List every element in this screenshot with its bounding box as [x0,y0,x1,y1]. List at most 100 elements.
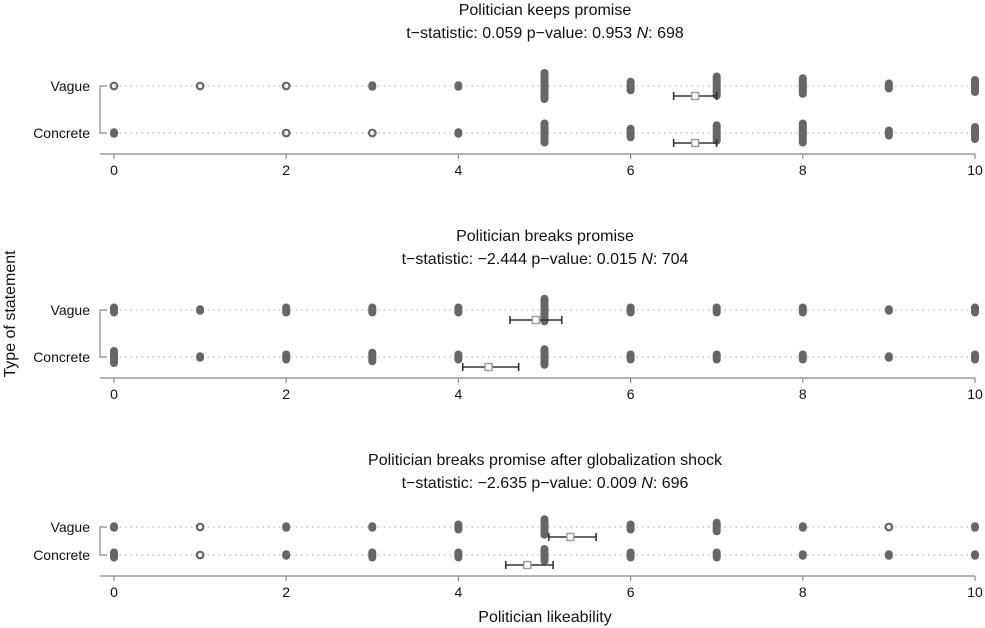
observation-dot [367,128,377,138]
observation-dot [110,522,118,532]
observation-dot [712,518,721,536]
y-axis-bracket [99,526,107,556]
mean-marker [484,362,493,372]
x-tick-label: 10 [967,162,983,178]
mean-marker [690,138,700,148]
mean-marker [531,315,541,325]
category-label: Vague [51,519,91,535]
y-axis-bracket [99,309,107,358]
observation-dot [282,550,291,560]
x-tick-label: 8 [799,162,807,178]
panel-stats: t−statistic: −2.635 p−value: 0.009 N: 69… [402,475,689,492]
observation-dot [626,124,635,142]
observation-dot [540,345,549,369]
observation-dot [971,123,979,143]
x-tick-label: 8 [799,584,807,600]
observation-dot [282,350,291,364]
observation-dot [454,520,463,534]
observation-dot [540,515,549,539]
panel-2: Politician breaks promise t−statistic: −2… [33,228,983,402]
panel-3: Politician breaks promise after globaliz… [33,452,983,600]
x-tick-label: 10 [967,386,983,402]
category-label: Concrete [33,547,90,563]
x-tick-label: 0 [110,162,118,178]
observation-dot [195,550,205,560]
observation-dot [196,305,205,315]
observation-dot [281,128,291,138]
observation-dot [626,350,635,364]
observation-dot [712,303,721,317]
x-tick-label: 2 [282,162,290,178]
category-label: Concrete [33,125,90,141]
observation-dot [540,294,549,326]
observation-dot [540,119,549,147]
observation-dot [454,350,463,364]
category-label: Vague [51,78,91,94]
observation-dot [454,128,463,138]
observation-dot [454,303,463,317]
observation-dot [110,548,118,562]
panels: Politician keeps promise t−statistic: 0.0… [33,2,983,600]
observation-dot [454,548,463,562]
panel-stats: t−statistic: 0.059 p−value: 0.953 N: 698 [406,25,684,42]
observation-dot [368,81,377,91]
observation-dot [368,548,377,562]
observation-dot [798,550,807,560]
observation-dot [884,79,893,93]
observation-dot [884,126,893,140]
panel-title: Politician breaks promise after globaliz… [368,452,723,469]
observation-dot [110,303,118,317]
x-axis-label: Politician likeability [478,609,611,626]
x-tick-label: 0 [110,386,118,402]
observation-dot [626,548,635,562]
mean-marker [690,91,700,101]
observation-dot [282,303,291,317]
x-tick-label: 2 [282,584,290,600]
observation-dot [109,81,119,91]
observation-dot [798,74,807,98]
observation-dot [368,303,377,317]
observation-dot [884,352,893,362]
y-axis-bracket [99,85,107,134]
mean-marker [523,560,532,570]
x-tick-label: 6 [627,584,635,600]
category-label: Vague [51,302,91,318]
observation-dot [712,350,721,364]
observation-dot [712,548,721,562]
panel-1: Politician keeps promise t−statistic: 0.0… [33,2,983,178]
observation-dot [281,81,291,91]
observation-dot [971,76,979,96]
panel-stats: t−statistic: −2.444 p−value: 0.015 N: 70… [402,251,689,268]
observation-dot [195,81,205,91]
observation-dot [110,128,118,138]
observation-dot [798,119,807,147]
observation-dot [712,72,721,100]
x-tick-label: 4 [455,162,463,178]
observation-dot [971,350,979,364]
observation-dot [626,77,635,95]
x-tick-label: 4 [455,584,463,600]
observation-dot [282,522,291,532]
x-tick-label: 6 [627,162,635,178]
observation-dot [195,522,205,532]
y-axis-label: Type of statement [2,250,19,378]
observation-dot [884,550,893,560]
observation-dot [626,520,635,534]
x-tick-label: 2 [282,386,290,402]
observation-dot [712,121,721,145]
x-tick-label: 8 [799,386,807,402]
observation-dot [368,522,377,532]
observation-dot [971,550,979,560]
panel-title: Politician breaks promise [456,228,634,245]
observation-dot [368,348,377,366]
x-tick-label: 6 [627,386,635,402]
observation-dot [884,305,893,315]
mean-marker [566,532,575,542]
panel-title: Politician keeps promise [459,2,632,19]
observation-dot [454,81,463,91]
x-tick-label: 4 [455,386,463,402]
observation-dot [971,303,979,317]
observation-dot [971,522,979,532]
observation-dot [798,522,807,532]
